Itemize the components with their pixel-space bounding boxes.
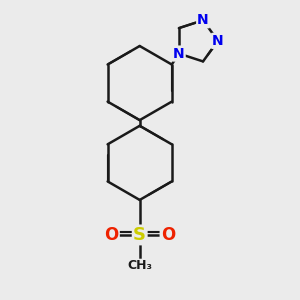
Text: N: N: [173, 46, 185, 61]
Text: N: N: [197, 13, 209, 27]
Text: O: O: [161, 226, 175, 244]
Text: CH₃: CH₃: [127, 259, 152, 272]
Text: S: S: [133, 226, 146, 244]
Text: N: N: [212, 34, 224, 48]
Text: O: O: [104, 226, 118, 244]
